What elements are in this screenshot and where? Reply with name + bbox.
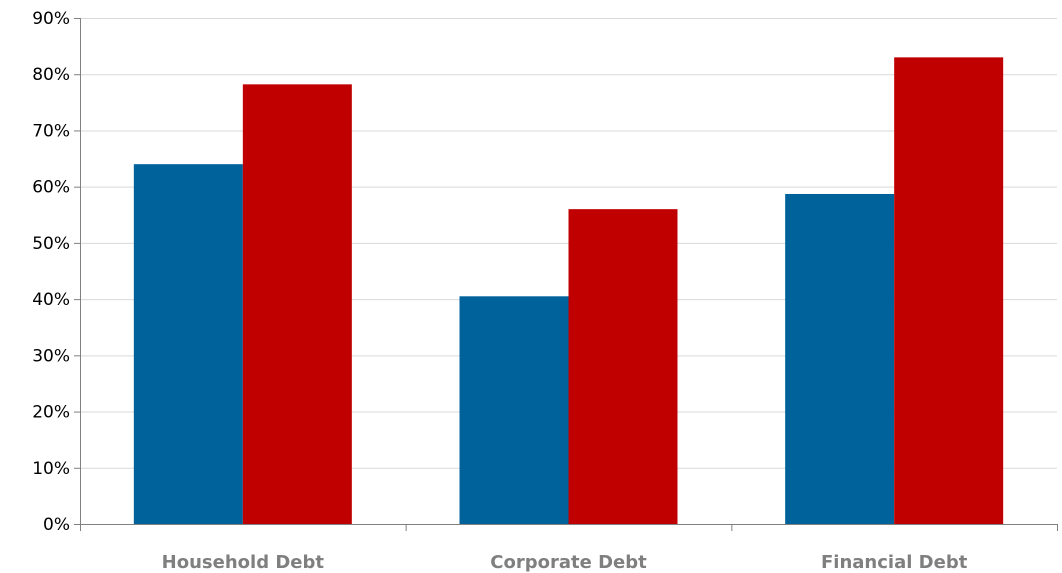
y-tick-label: 30% xyxy=(32,346,70,366)
y-tick-label: 50% xyxy=(32,234,70,254)
y-tick-label: 10% xyxy=(32,459,70,479)
bar-series1-financial-debt xyxy=(785,193,895,524)
y-tick-label: 0% xyxy=(43,515,70,535)
y-tick-label: 60% xyxy=(32,178,70,198)
y-tick-label: 20% xyxy=(32,403,70,423)
bar-series2-corporate-debt xyxy=(568,209,678,524)
bar-series1-corporate-debt xyxy=(459,296,569,524)
y-tick-label: 70% xyxy=(32,121,70,141)
y-tick-label: 90% xyxy=(32,9,70,29)
x-category-label: Household Debt xyxy=(162,552,325,573)
x-category-label: Financial Debt xyxy=(821,552,968,573)
bar-series1-household-debt xyxy=(133,164,243,524)
bar-series2-financial-debt xyxy=(894,57,1004,524)
x-axis xyxy=(80,18,1058,531)
bar-series2-household-debt xyxy=(242,84,352,524)
x-category-label: Corporate Debt xyxy=(490,552,647,573)
x-axis-category-labels: Household Debt Corporate Debt Financial De… xyxy=(162,552,968,573)
y-tick-label: 40% xyxy=(32,290,70,310)
bars xyxy=(133,57,1004,524)
y-tick-label: 80% xyxy=(32,65,70,85)
y-axis-tick-labels: 0% 10% 20% 30% 40% 50% 60% 70% 80% 90% xyxy=(32,9,80,535)
